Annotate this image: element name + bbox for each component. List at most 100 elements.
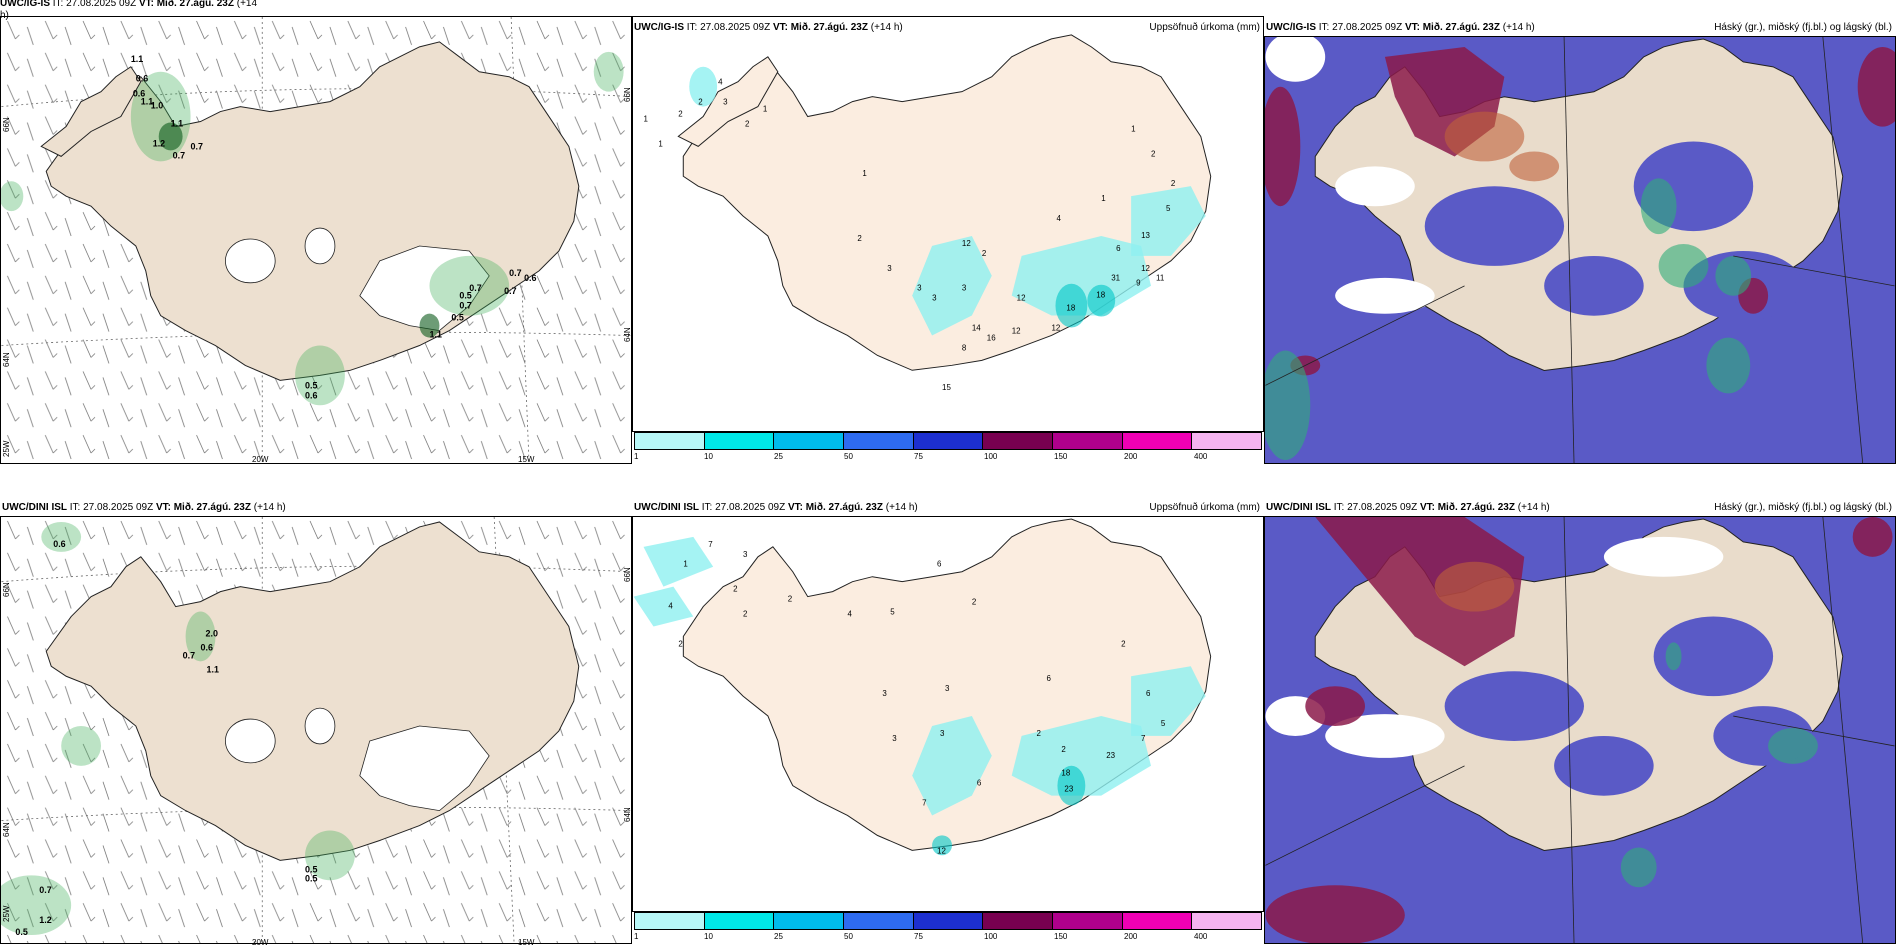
svg-text:7: 7	[922, 799, 927, 808]
svg-text:12: 12	[937, 846, 946, 855]
lat-label: 25W	[2, 440, 11, 457]
svg-text:2: 2	[745, 119, 750, 128]
legend-tick: 25	[774, 932, 783, 941]
panel-title: UWC/DINI ISL IT: 27.08.2025 09Z VT: Mið.…	[2, 502, 286, 513]
svg-text:2: 2	[678, 110, 683, 119]
legend-swatch	[704, 913, 775, 929]
precip-map-top[interactable]: 1 2 2 4 3 1 2 1 1 2 3 12 2 3 3 3 12 14 1…	[632, 16, 1264, 432]
svg-text:0.7: 0.7	[39, 885, 51, 895]
svg-text:0.7: 0.7	[469, 283, 481, 293]
svg-text:2: 2	[982, 249, 987, 258]
legend-swatch	[913, 913, 984, 929]
legend-tick: 100	[984, 932, 998, 941]
precip-map-bot[interactable]: 7 1 4 2 3 2 2 2 4 5 6 2 3 3 3 2 3 6 2 2	[632, 516, 1264, 912]
panel-title: UWC/IG-IS IT: 27.08.2025 09Z VT: Mið. 27…	[1266, 22, 1535, 33]
legend-swatch	[1192, 433, 1262, 449]
svg-text:2: 2	[1037, 729, 1042, 738]
lat-label: 64N	[2, 822, 11, 837]
legend-tick: 1	[634, 932, 639, 941]
legend-tick: 400	[1194, 452, 1208, 461]
svg-text:6: 6	[1146, 689, 1151, 698]
legend-tick: 10	[704, 932, 713, 941]
lat-label: 66N	[623, 567, 632, 582]
legend-swatch	[774, 433, 845, 449]
svg-text:1: 1	[1131, 124, 1136, 133]
panel-title: UWC/DINI ISL IT: 27.08.2025 09Z VT: Mið.…	[1266, 502, 1550, 513]
legend-swatch	[704, 433, 775, 449]
svg-text:0.6: 0.6	[201, 642, 213, 652]
lon-label: 20W	[252, 455, 269, 464]
svg-text:12: 12	[962, 239, 971, 248]
legend-tick: 75	[914, 932, 923, 941]
svg-text:6: 6	[937, 560, 942, 569]
cloud-map-bot[interactable]	[1264, 516, 1896, 944]
svg-text:1: 1	[862, 169, 867, 178]
svg-text:3: 3	[882, 689, 887, 698]
svg-text:0.5: 0.5	[451, 313, 463, 323]
svg-text:23: 23	[1064, 785, 1073, 794]
panel-title: UWC/IG-IS IT: 27.08.2025 09Z VT: Mið. 27…	[0, 0, 258, 21]
svg-text:3: 3	[962, 284, 967, 293]
svg-text:6: 6	[977, 779, 982, 788]
svg-text:1: 1	[763, 105, 768, 114]
svg-text:0.6: 0.6	[524, 273, 536, 283]
legend-swatch	[635, 433, 705, 449]
svg-text:0.5: 0.5	[305, 380, 317, 390]
svg-text:0.7: 0.7	[459, 301, 471, 311]
lat-label: 66N	[2, 582, 11, 597]
precip-legend-top	[634, 432, 1262, 450]
svg-text:3: 3	[945, 684, 950, 693]
svg-text:12: 12	[1141, 264, 1150, 273]
panel-bot-mid-precip: UWC/DINI ISL IT: 27.08.2025 09Z VT: Mið.…	[632, 480, 1264, 950]
lon-label: 20W	[252, 938, 269, 947]
wind-map-bot[interactable]: 0.6 2.0 0.6 0.7 1.1 0.5 0.5 0.7 1.2 0.5 …	[0, 516, 632, 944]
svg-text:0.7: 0.7	[173, 150, 185, 160]
svg-text:9: 9	[1136, 279, 1141, 288]
svg-text:1.1: 1.1	[141, 97, 153, 107]
legend-swatch	[844, 433, 914, 449]
svg-text:15: 15	[942, 383, 951, 392]
svg-text:14: 14	[972, 323, 981, 332]
wind-map-top[interactable]: 1.1 0.6 0.6 1.1 1.0 1.1 1.2 0.7 0.7 0.7 …	[0, 16, 632, 464]
svg-text:2.0: 2.0	[206, 628, 218, 638]
lat-label: 66N	[623, 87, 632, 102]
legend-tick: 200	[1124, 932, 1138, 941]
svg-text:0.6: 0.6	[305, 390, 317, 400]
svg-text:2: 2	[972, 598, 977, 607]
wind-map-top-svg: 1.1 0.6 0.6 1.1 1.0 1.1 1.2 0.7 0.7 0.7 …	[1, 17, 631, 463]
lon-label: 15W	[518, 455, 535, 464]
legend-swatch	[1053, 913, 1123, 929]
svg-text:1.2: 1.2	[153, 138, 165, 148]
panel-right-title: Háský (gr.), miðský (fj.bl.) og lágský (…	[1714, 22, 1892, 33]
svg-text:2: 2	[1151, 149, 1156, 158]
svg-text:6: 6	[1116, 244, 1121, 253]
svg-text:18: 18	[1096, 291, 1105, 300]
svg-text:2: 2	[743, 609, 748, 618]
svg-text:12: 12	[1017, 294, 1026, 303]
svg-text:3: 3	[892, 734, 897, 743]
svg-text:0.5: 0.5	[459, 291, 471, 301]
svg-text:1.0: 1.0	[151, 101, 163, 111]
svg-text:0.7: 0.7	[183, 650, 195, 660]
legend-swatch	[1122, 913, 1193, 929]
legend-tick: 150	[1054, 932, 1068, 941]
legend-swatch	[635, 913, 705, 929]
cloud-map-top[interactable]	[1264, 36, 1896, 464]
svg-text:0.7: 0.7	[504, 286, 516, 296]
svg-text:7: 7	[1141, 734, 1146, 743]
panel-title: UWC/DINI ISL IT: 27.08.2025 09Z VT: Mið.…	[634, 502, 918, 513]
svg-text:3: 3	[887, 264, 892, 273]
legend-tick: 10	[704, 452, 713, 461]
svg-text:1.1: 1.1	[131, 54, 143, 64]
svg-text:18: 18	[1061, 769, 1070, 778]
lat-label: 64N	[623, 807, 632, 822]
svg-text:8: 8	[962, 343, 967, 352]
svg-text:1.1: 1.1	[171, 119, 183, 129]
svg-text:0.6: 0.6	[136, 74, 148, 84]
legend-swatch	[983, 433, 1054, 449]
svg-text:0.5: 0.5	[305, 873, 317, 883]
lat-label: 64N	[623, 327, 632, 342]
svg-text:18: 18	[1066, 304, 1075, 313]
lon-label: 15W	[518, 938, 535, 947]
svg-text:23: 23	[1106, 751, 1115, 760]
